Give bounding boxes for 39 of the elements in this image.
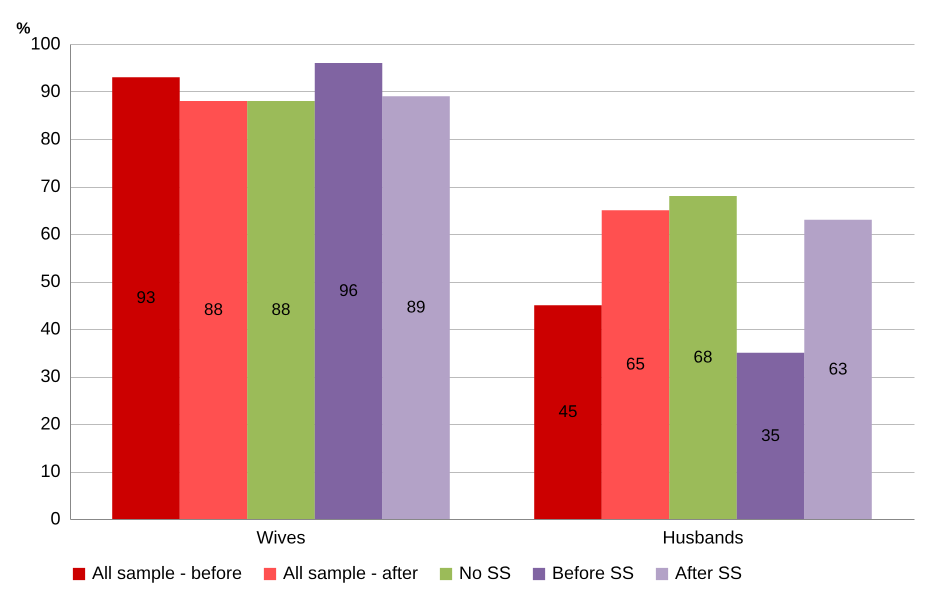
bar [534,305,602,519]
legend-label: All sample - before [92,563,242,583]
y-tick-label: 60 [40,224,60,244]
bar [602,210,670,519]
bar [112,77,180,519]
y-tick-label: 100 [30,34,60,54]
y-tick-label: 50 [40,271,60,291]
y-tick-label: 20 [40,414,60,434]
bar [736,352,804,519]
legend-label: All sample - after [283,563,418,583]
data-label: 88 [204,300,223,319]
y-tick-label: 0 [50,508,60,528]
data-label: 45 [558,402,578,422]
x-tick-label: Wives [256,528,306,548]
y-tick-label: 80 [40,128,60,148]
y-tick-label: 10 [40,461,60,481]
legend-label: After SS [675,563,742,583]
y-tick-label: 40 [40,318,60,338]
bar [382,96,450,519]
data-label: 65 [626,354,645,374]
data-label: 88 [272,300,290,319]
y-axis-title: % [16,20,30,38]
data-label: 96 [339,281,358,300]
legend-label: No SS [459,563,512,583]
bar [314,63,382,519]
x-tick-label: Husbands [662,528,744,548]
data-label: 63 [828,359,848,378]
bar [247,101,315,519]
bar [804,220,872,519]
bar [669,196,737,519]
data-label: 35 [761,426,780,445]
y-tick-label: 90 [40,81,60,101]
data-label: 89 [406,298,426,317]
y-tick-label: 70 [40,176,60,196]
data-label: 93 [136,288,156,308]
y-tick-label: 30 [40,366,60,386]
legend-label: Before SS [552,563,634,583]
data-label: 68 [694,348,712,366]
bar [180,101,248,519]
